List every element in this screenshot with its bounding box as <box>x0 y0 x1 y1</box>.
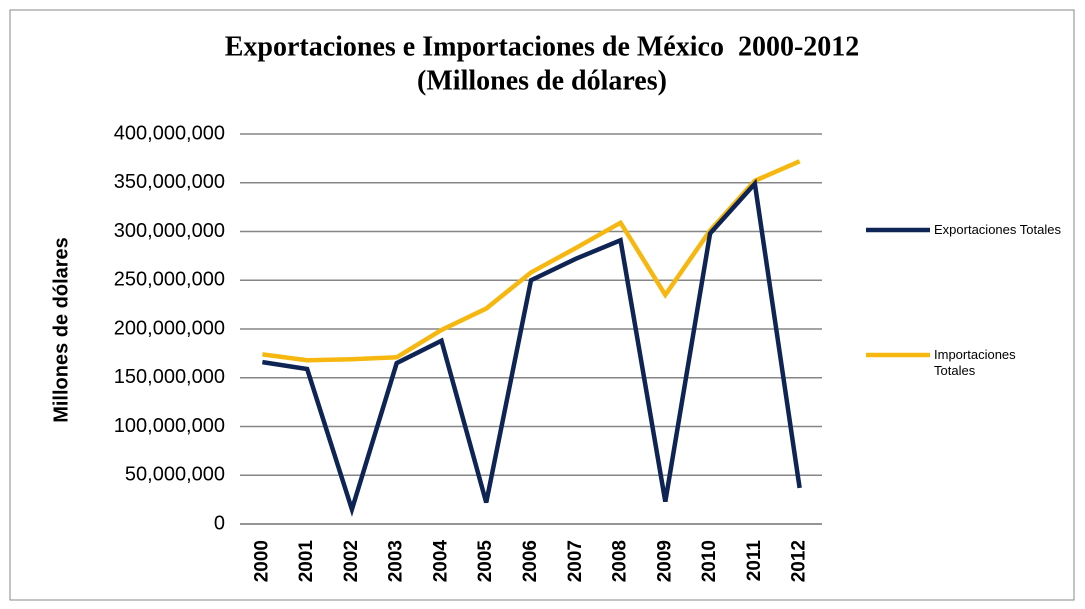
x-tick-label: 2000 <box>251 540 272 582</box>
x-tick-label: 2008 <box>610 540 631 582</box>
y-tick-label: 400,000,000 <box>114 122 225 144</box>
x-tick-label: 2007 <box>565 540 586 582</box>
y-tick-label: 100,000,000 <box>114 415 225 437</box>
x-tick-label: 2001 <box>296 540 317 583</box>
y-tick-label: 50,000,000 <box>125 464 225 486</box>
x-tick-label: 2003 <box>386 540 407 582</box>
x-tick-label: 2010 <box>699 540 720 582</box>
y-tick-label: 150,000,000 <box>114 366 225 388</box>
x-tick-label: 2005 <box>475 540 496 583</box>
x-tick-label: 2004 <box>430 540 451 583</box>
chart-title: Exportaciones e Importaciones de México … <box>225 31 860 62</box>
chart-frame <box>9 9 1075 601</box>
x-tick-label: 2011 <box>744 540 765 582</box>
x-tick-label: 2012 <box>789 540 810 582</box>
x-tick-label: 2006 <box>520 540 541 582</box>
y-axis-label: Millones de dólares <box>50 237 72 423</box>
y-tick-label: 300,000,000 <box>114 220 225 242</box>
y-tick-label: 200,000,000 <box>114 317 225 339</box>
y-tick-label: 350,000,000 <box>114 171 225 193</box>
x-tick-label: 2009 <box>654 540 675 582</box>
chart-subtitle: (Millones de dólares) <box>417 65 667 96</box>
legend-label: Exportaciones Totales <box>934 222 1061 237</box>
legend-label: Importaciones Totales <box>934 347 1016 378</box>
x-tick-label: 2002 <box>341 540 362 582</box>
series-line <box>262 178 802 517</box>
y-tick-label: 0 <box>214 512 225 534</box>
y-tick-label: 250,000,000 <box>114 269 225 291</box>
